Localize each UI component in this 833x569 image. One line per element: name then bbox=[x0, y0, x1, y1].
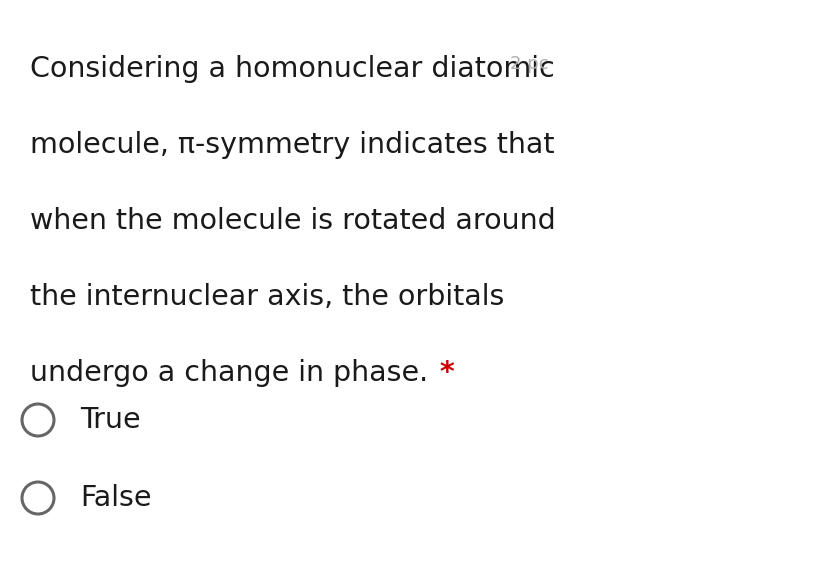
Text: the internuclear axis, the orbitals: the internuclear axis, the orbitals bbox=[30, 283, 504, 311]
Text: *: * bbox=[430, 359, 455, 387]
Text: molecule, π-symmetry indicates that: molecule, π-symmetry indicates that bbox=[30, 131, 555, 159]
Text: Considering a homonuclear diatomic: Considering a homonuclear diatomic bbox=[30, 55, 555, 83]
Text: when the molecule is rotated around: when the molecule is rotated around bbox=[30, 207, 556, 235]
Text: undergo a change in phase.: undergo a change in phase. bbox=[30, 359, 428, 387]
Text: 2 pc: 2 pc bbox=[510, 55, 549, 73]
Text: False: False bbox=[80, 484, 152, 512]
Text: True: True bbox=[80, 406, 141, 434]
